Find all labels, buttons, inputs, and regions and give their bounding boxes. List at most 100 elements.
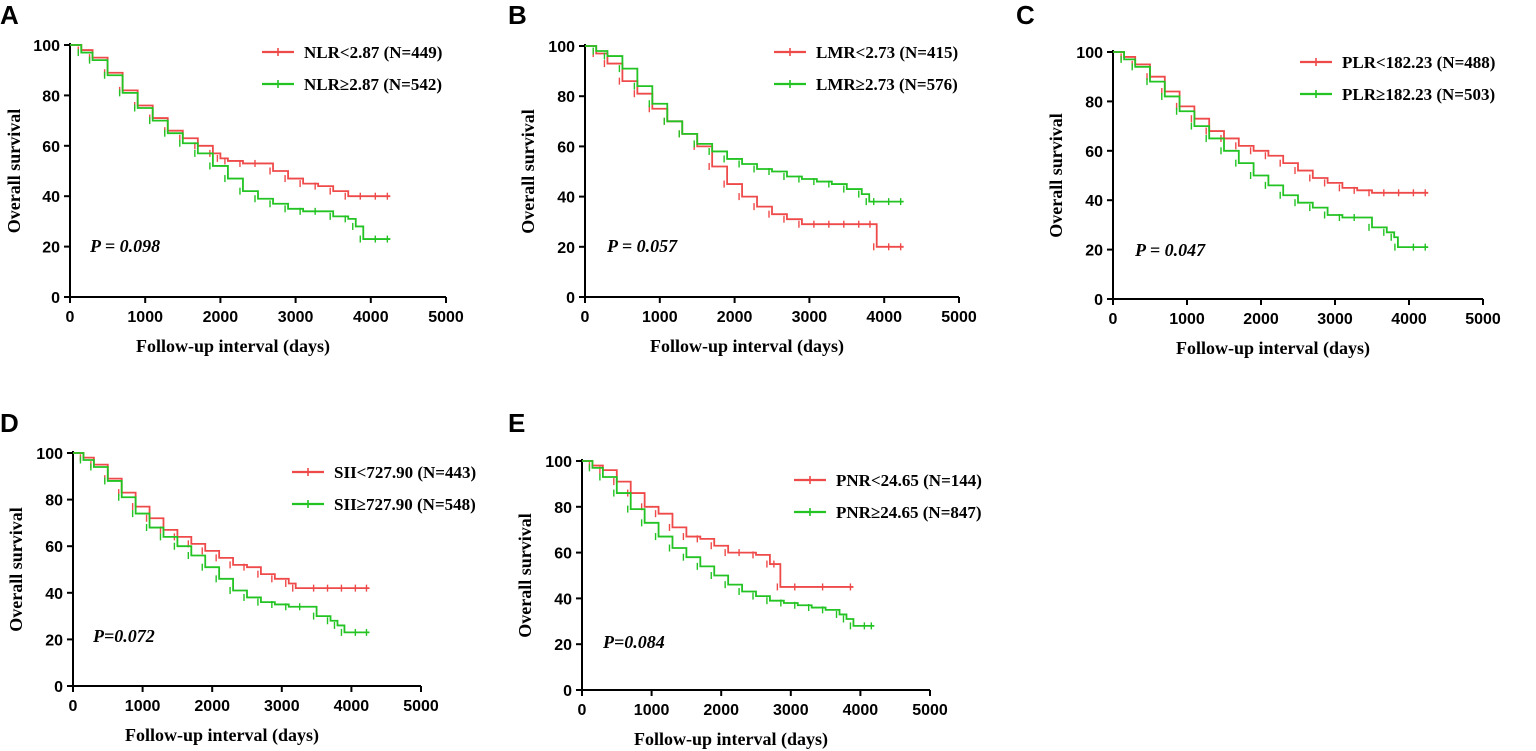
panel-c: 0 1000 2000 3000 4000 5000 0 20 40 60 80 100 Follow-…: [1046, 45, 1501, 359]
y-tick-label: 60: [557, 139, 575, 156]
y-axis-title: Overall survival: [6, 507, 26, 632]
x-axis-title: Follow-up interval (days): [136, 336, 330, 357]
x-tick-label: 3000: [278, 309, 314, 326]
x-tick-label: 2000: [703, 702, 739, 719]
panel-a: 0 1000 2000 3000 4000 5000 0 20 40 60 80 100 Follow-…: [4, 38, 464, 357]
y-tick-label: 20: [42, 240, 60, 257]
panel-b: 0 1000 2000 3000 4000 5000 0 20 40 60 80 100 Follow-…: [518, 39, 977, 357]
survival-curve-low: [70, 44, 391, 198]
y-tick-label: 40: [1085, 193, 1103, 210]
y-tick-label: 100: [545, 454, 572, 471]
x-tick-label: 3000: [773, 702, 809, 719]
legend-label: SII≥727.90 (N=548): [334, 495, 476, 514]
panel-d: 0 1000 2000 3000 4000 5000 0 20 40 60 80 100 Follow-…: [6, 446, 476, 746]
y-tick-label: 20: [1085, 243, 1103, 260]
x-axis-title: Follow-up interval (days): [650, 336, 844, 357]
x-tick-label: 0: [578, 702, 587, 719]
x-tick-label: 1000: [125, 698, 161, 715]
y-tick-label: 80: [557, 89, 575, 106]
panel-letter: B: [508, 0, 527, 30]
y-axis-title: Overall survival: [515, 513, 535, 638]
y-tick-label: 100: [33, 38, 60, 55]
x-tick-label: 1000: [634, 702, 670, 719]
y-tick-label: 60: [45, 539, 63, 556]
panel-letter: E: [508, 408, 525, 438]
legend-label: LMR≥2.73 (N=576): [816, 75, 958, 94]
x-tick-label: 1000: [127, 309, 163, 326]
y-tick-label: 40: [45, 586, 63, 603]
y-tick-label: 60: [42, 139, 60, 156]
x-axis-title: Follow-up interval (days): [634, 729, 828, 750]
x-tick-label: 1000: [1169, 311, 1205, 328]
x-tick-label: 2000: [203, 309, 239, 326]
y-tick-label: 100: [36, 446, 63, 463]
x-tick-label: 4000: [866, 309, 902, 326]
survival-curve-low: [73, 452, 370, 590]
x-tick-label: 4000: [353, 309, 389, 326]
x-tick-label: 5000: [941, 309, 977, 326]
panel-letter: A: [0, 0, 19, 30]
x-axis-title: Follow-up interval (days): [125, 725, 319, 746]
y-tick-label: 40: [42, 189, 60, 206]
y-axis-title: Overall survival: [1046, 113, 1066, 238]
x-tick-label: 4000: [334, 698, 370, 715]
y-tick-label: 40: [554, 591, 572, 608]
legend-label: LMR<2.73 (N=415): [816, 43, 958, 62]
y-tick-label: 80: [42, 88, 60, 105]
y-tick-label: 0: [563, 683, 572, 700]
x-tick-label: 0: [581, 309, 590, 326]
legend-label: PNR<24.65 (N=144): [836, 471, 982, 490]
y-tick-label: 0: [54, 679, 63, 696]
y-tick-label: 60: [1085, 144, 1103, 161]
panel-letter: D: [0, 408, 19, 438]
x-tick-label: 0: [66, 309, 75, 326]
y-tick-label: 100: [548, 39, 575, 56]
x-tick-label: 0: [1109, 311, 1118, 328]
legend-label: PNR≥24.65 (N=847): [836, 503, 982, 522]
survival-curve-high: [1113, 51, 1429, 249]
y-tick-label: 100: [1076, 45, 1103, 62]
x-tick-label: 5000: [912, 702, 948, 719]
survival-curve-high: [585, 45, 904, 203]
x-tick-label: 0: [69, 698, 78, 715]
x-tick-label: 5000: [428, 309, 464, 326]
panel-e: 0 1000 2000 3000 4000 5000 0 20 40 60 80 100 Follow-…: [515, 454, 982, 750]
y-tick-label: 0: [566, 290, 575, 307]
y-axis-title: Overall survival: [4, 109, 24, 234]
y-tick-label: 80: [1085, 94, 1103, 111]
legend-label: NLR≥2.87 (N=542): [304, 75, 442, 94]
y-tick-label: 80: [45, 493, 63, 510]
x-tick-label: 2000: [717, 309, 753, 326]
y-tick-label: 20: [554, 637, 572, 654]
survival-curve-high: [582, 460, 875, 627]
x-tick-label: 1000: [642, 309, 678, 326]
legend-label: NLR<2.87 (N=449): [304, 43, 442, 62]
x-axis-title: Follow-up interval (days): [1176, 338, 1370, 359]
x-tick-label: 3000: [264, 698, 300, 715]
x-tick-label: 4000: [1391, 311, 1427, 328]
survival-curve-low: [1113, 51, 1429, 194]
y-tick-label: 80: [554, 500, 572, 517]
y-tick-label: 40: [557, 190, 575, 207]
y-axis-title: Overall survival: [518, 109, 538, 234]
y-tick-label: 60: [554, 546, 572, 563]
p-value-annotation: P = 0.047: [1134, 240, 1206, 260]
panel-letter: C: [1016, 0, 1035, 30]
x-tick-label: 3000: [792, 309, 828, 326]
x-tick-label: 3000: [1317, 311, 1353, 328]
x-tick-label: 2000: [1243, 311, 1279, 328]
survival-curve-high: [73, 452, 370, 634]
y-tick-label: 0: [1094, 292, 1103, 309]
x-tick-label: 4000: [843, 702, 879, 719]
p-value-annotation: P=0.084: [602, 632, 665, 652]
y-tick-label: 20: [45, 632, 63, 649]
legend-label: PLR≥182.23 (N=503): [1342, 85, 1495, 104]
x-tick-label: 2000: [194, 698, 230, 715]
x-tick-label: 5000: [403, 698, 439, 715]
p-value-annotation: P = 0.057: [606, 236, 678, 256]
legend-label: SII<727.90 (N=443): [334, 463, 476, 482]
x-tick-label: 5000: [1465, 311, 1501, 328]
legend-label: PLR<182.23 (N=488): [1342, 53, 1495, 72]
y-tick-label: 20: [557, 240, 575, 257]
